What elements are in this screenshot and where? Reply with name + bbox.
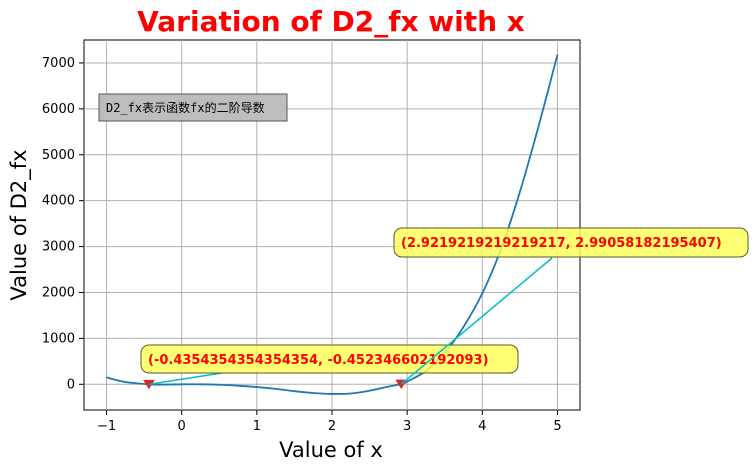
y-tick-label: 2000 [42,285,75,300]
x-tick-label: −1 [97,419,116,434]
y-tick-label: 3000 [42,240,75,255]
annotation-arrow [400,257,553,385]
annotation-label: (-0.4354354354354354, -0.452346602192093… [148,353,489,368]
x-tick-label: 2 [328,419,336,434]
x-tick-label: 5 [553,419,561,434]
ticks-layer: −1 0 1 2 3 4 5 0 1000 2000 3000 4000 5000 6000 7000 [42,56,562,434]
y-tick-label: 4000 [42,194,75,209]
y-tick-label: 7000 [42,56,75,71]
y-tick-label: 1000 [42,331,75,346]
note-box-background [98,93,288,122]
y-tick-label: 0 [67,377,75,392]
y-axis-label: Value of D2_fx [7,149,32,300]
annotations-layer: (-0.4354354354354354, -0.452346602192093… [140,227,749,386]
note-box: D2_fx表示函数fx的二阶导数 [98,93,288,122]
y-tick-label: 5000 [42,148,75,163]
x-tick-label: 4 [478,419,486,434]
y-tick-label: 6000 [42,102,75,117]
series-layer [106,54,559,395]
x-tick-label: 3 [403,419,411,434]
x-axis-label: Value of x [279,438,383,462]
annotation-box [393,227,749,258]
x-tick-label: 0 [178,419,186,434]
x-tick-label: 1 [253,419,261,434]
chart-title: Variation of D2_fx with x [137,5,525,38]
annotation-arrow [148,372,223,386]
annotation-label: (2.9219219219219217, 2.99058182195407) [401,236,722,251]
series-line [106,54,559,395]
note-text: D2_fx表示函数fx的二阶导数 [106,100,265,115]
